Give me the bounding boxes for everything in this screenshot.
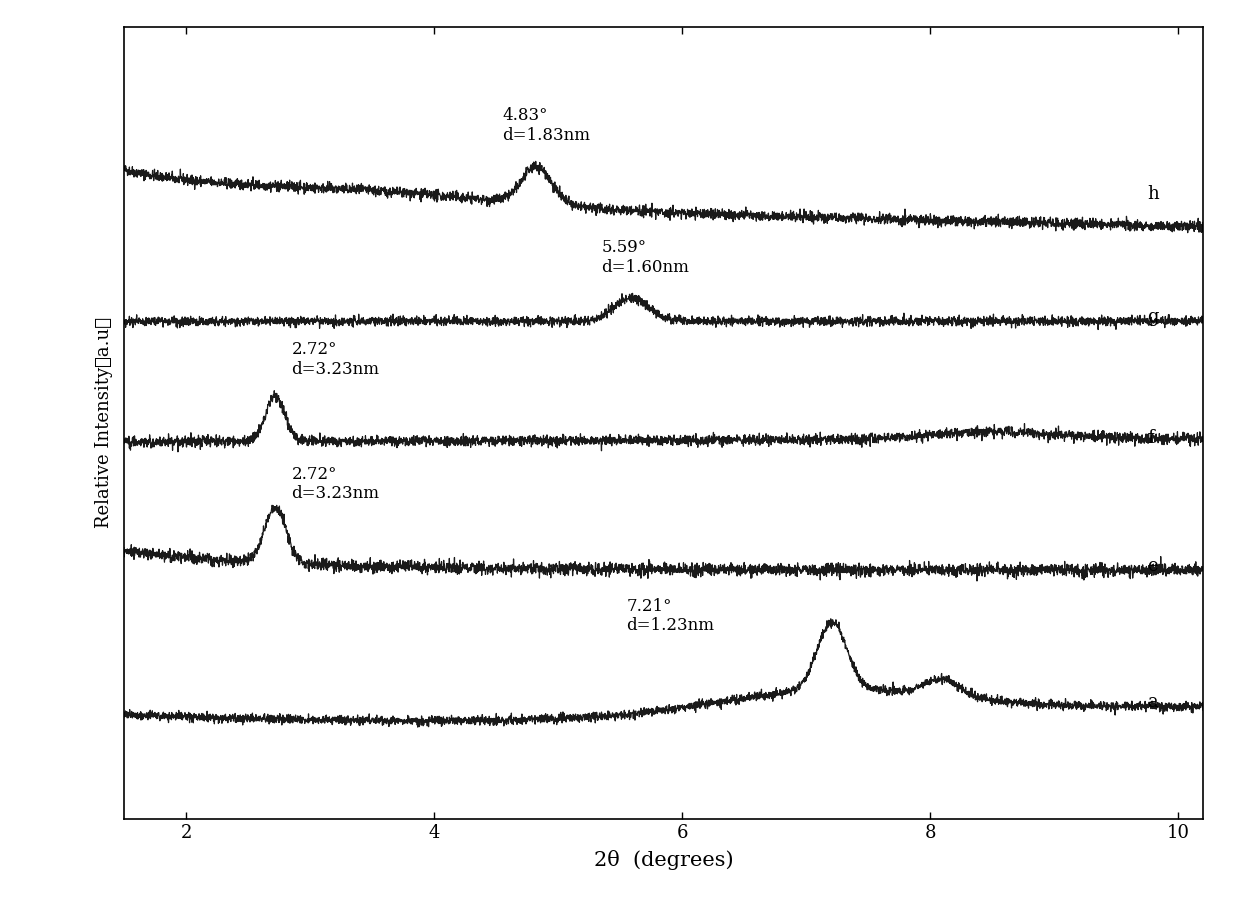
Text: a: a bbox=[1147, 693, 1158, 711]
Y-axis label: Relative Intensity（a.u）: Relative Intensity（a.u） bbox=[95, 318, 113, 528]
Text: 2.72°
d=3.23nm: 2.72° d=3.23nm bbox=[291, 465, 379, 502]
Text: g: g bbox=[1147, 309, 1158, 327]
Text: 2.72°
d=3.23nm: 2.72° d=3.23nm bbox=[291, 341, 379, 378]
Text: 5.59°
d=1.60nm: 5.59° d=1.60nm bbox=[601, 239, 689, 276]
Text: e: e bbox=[1147, 557, 1158, 575]
Text: f: f bbox=[1147, 429, 1153, 447]
Text: h: h bbox=[1147, 185, 1158, 203]
X-axis label: 2θ  (degrees): 2θ (degrees) bbox=[594, 850, 733, 870]
Text: 7.21°
d=1.23nm: 7.21° d=1.23nm bbox=[626, 598, 714, 634]
Text: 4.83°
d=1.83nm: 4.83° d=1.83nm bbox=[502, 107, 590, 144]
